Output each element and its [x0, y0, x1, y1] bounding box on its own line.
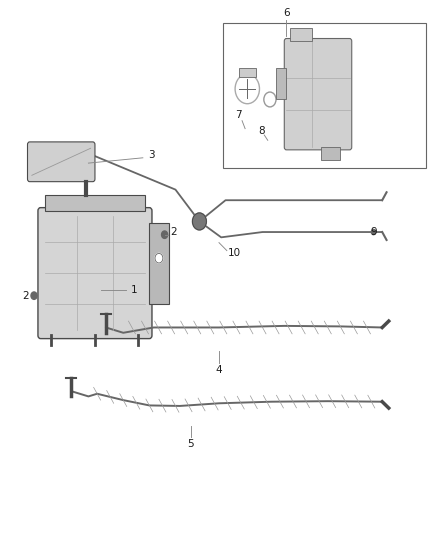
Text: 5: 5 [187, 439, 194, 449]
Text: 7: 7 [235, 110, 242, 120]
Text: 9: 9 [370, 227, 377, 237]
Text: 4: 4 [215, 365, 223, 375]
Bar [45, 195, 145, 211]
Bar [321, 147, 340, 160]
FancyBboxPatch shape [284, 38, 352, 150]
Circle shape [371, 229, 376, 235]
Circle shape [155, 253, 163, 263]
Text: 1: 1 [131, 285, 138, 295]
Text: 10: 10 [228, 248, 241, 259]
Text: 8: 8 [258, 126, 265, 136]
FancyBboxPatch shape [38, 208, 152, 338]
Circle shape [192, 213, 206, 230]
Bar [290, 28, 312, 41]
Bar [149, 223, 169, 304]
Circle shape [31, 292, 37, 300]
Text: 3: 3 [148, 150, 155, 160]
Bar [240, 68, 256, 77]
FancyBboxPatch shape [28, 142, 95, 182]
Bar [276, 68, 286, 100]
Bar [223, 22, 426, 168]
Circle shape [162, 231, 168, 238]
Text: 2: 2 [22, 290, 28, 301]
Text: 2: 2 [170, 227, 177, 237]
Text: 6: 6 [283, 8, 290, 18]
